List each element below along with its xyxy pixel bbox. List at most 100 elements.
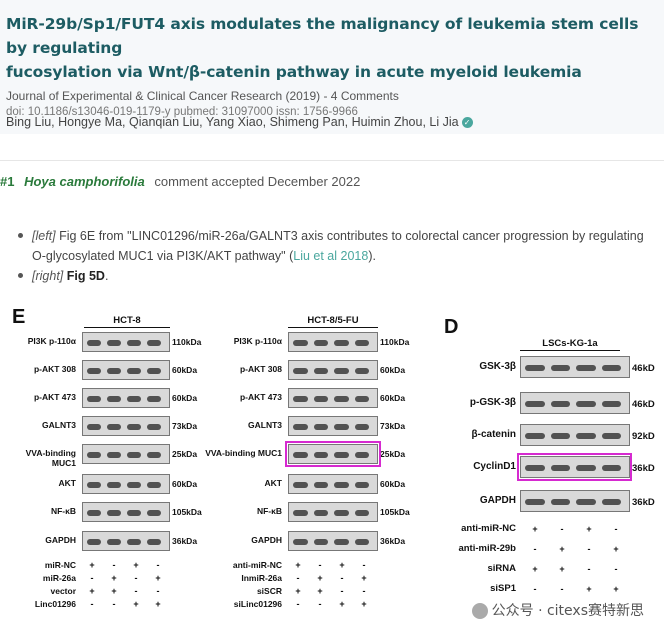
comment-header: #1 Hoya camphorifolia comment accepted D…: [0, 174, 360, 189]
panel1-row-label: PI3K p-110α: [27, 336, 76, 346]
panel-d-sign: +: [559, 564, 565, 574]
panel-d-sign: -: [614, 524, 618, 534]
blot-band: [127, 368, 141, 374]
paper-title[interactable]: MiR-29b/Sp1/FUT4 axis modulates the mali…: [6, 12, 664, 84]
blot-band: [525, 433, 545, 439]
panel2-sign: -: [362, 560, 366, 570]
panel2-kda-label: 105kDa: [380, 507, 410, 517]
panel1-sign: -: [156, 560, 160, 570]
panel-d-row-label: GSK-3β: [479, 361, 516, 372]
ref-tag: [right]: [32, 269, 64, 283]
panel1-title: HCT-8: [113, 315, 141, 326]
blot-band: [525, 401, 545, 407]
panel1-row-label: p-AKT 308: [33, 364, 76, 374]
panel1-kda-label: 73kDa: [172, 421, 198, 431]
panel-d-sign: +: [559, 544, 565, 554]
blot-band: [354, 482, 369, 488]
blot-band: [313, 396, 328, 402]
panel-d-blot-4: [520, 490, 630, 512]
blot-band: [525, 365, 545, 371]
panel1-sign: +: [111, 586, 117, 596]
species-link[interactable]: Hoya camphorifolia: [24, 174, 145, 189]
blot-band: [334, 340, 349, 346]
blot-band: [87, 340, 101, 346]
panel2-row-label: AKT: [264, 478, 282, 488]
blot-band: [127, 340, 141, 346]
blot-band: [576, 465, 596, 471]
blot-band: [601, 465, 621, 471]
blot-band: [293, 452, 308, 458]
blot-band: [127, 539, 141, 545]
panel2-sign: +: [339, 599, 345, 609]
blot-band: [550, 499, 570, 505]
blot-band: [313, 482, 328, 488]
panel2-kda-label: 36kDa: [380, 536, 406, 546]
panel2-blot-3: [288, 416, 378, 436]
paper-header: MiR-29b/Sp1/FUT4 axis modulates the mali…: [0, 0, 664, 134]
panel2-sign: -: [340, 573, 344, 583]
panel-d-sign: +: [532, 524, 538, 534]
panel-d-sign: -: [533, 584, 537, 594]
panel1-kda-label: 36kDa: [172, 536, 198, 546]
panel2-kda-label: 60kDa: [380, 365, 406, 375]
comment-number[interactable]: #1: [0, 174, 15, 189]
panel2-sign: +: [317, 573, 323, 583]
citation-link[interactable]: Liu et al 2018: [293, 249, 369, 263]
panel2-blot-7: [288, 531, 378, 551]
blot-band: [576, 433, 596, 439]
panel2-blot-1: [288, 360, 378, 380]
panel-d-sign: +: [532, 564, 538, 574]
panel1-row-label: NF-κB: [50, 506, 76, 516]
highlight-box: [517, 453, 632, 481]
paper-title-line1[interactable]: MiR-29b/Sp1/FUT4 axis modulates the mali…: [6, 15, 639, 57]
blot-band: [601, 365, 621, 371]
panel-d-condition-label: siRNA: [487, 563, 516, 574]
panel2-sign: +: [339, 560, 345, 570]
panel-d-label: D: [444, 316, 459, 338]
blot-band: [127, 452, 141, 458]
panel1-sign: +: [155, 573, 161, 583]
panel2-kda-label: 110kDa: [380, 337, 410, 347]
blot-band: [334, 539, 349, 545]
panel-d-kda-label: 36kD: [632, 463, 655, 474]
paper-title-line2[interactable]: fucosylation via Wnt/β-catenin pathway i…: [6, 63, 582, 81]
blot-band: [334, 452, 349, 458]
blot-band: [127, 482, 141, 488]
blot-band: [354, 340, 369, 346]
panel-d-row-label: β-catenin: [471, 429, 516, 440]
blot-band: [127, 510, 141, 516]
blot-band: [313, 452, 328, 458]
panel2-title-line: [288, 327, 378, 328]
panel1-sign: +: [111, 573, 117, 583]
blot-band: [550, 465, 570, 471]
panel1-sign: -: [90, 573, 94, 583]
blot-band: [601, 499, 621, 505]
panel2-sign: +: [295, 586, 301, 596]
panel1-row-label: GAPDH: [45, 535, 76, 545]
panel2-row-label: GALNT3: [248, 420, 282, 430]
blot-band: [87, 482, 101, 488]
wechat-icon: [471, 603, 488, 619]
panel-e-label: E: [12, 306, 26, 328]
blot-band: [293, 539, 308, 545]
blot-band: [127, 424, 141, 430]
panel-d-row-label: CyclinD1: [473, 461, 516, 472]
blot-band: [334, 482, 349, 488]
panel-d-sign: -: [587, 564, 591, 574]
panel1-blot-7: [82, 531, 170, 551]
panel-d-condition-label: anti-miR-NC: [461, 523, 516, 534]
blot-band: [601, 433, 621, 439]
panel1-condition-label: vector: [50, 586, 76, 596]
panel-d-kda-label: 92kD: [632, 431, 655, 442]
panel-d-row-label: GAPDH: [479, 495, 516, 506]
panel1-condition-label: miR-NC: [44, 560, 76, 570]
blot-band: [293, 368, 308, 374]
panel1-condition-label: Linc01296: [34, 599, 76, 609]
panel2-condition-label: InmiR-26a: [241, 573, 282, 583]
blot-band: [107, 368, 121, 374]
blot-band: [354, 452, 369, 458]
panel1-kda-label: 105kDa: [172, 507, 202, 517]
blot-band: [107, 510, 121, 516]
blot-band: [293, 510, 308, 516]
panel2-condition-label: anti-miR-NC: [232, 560, 282, 570]
